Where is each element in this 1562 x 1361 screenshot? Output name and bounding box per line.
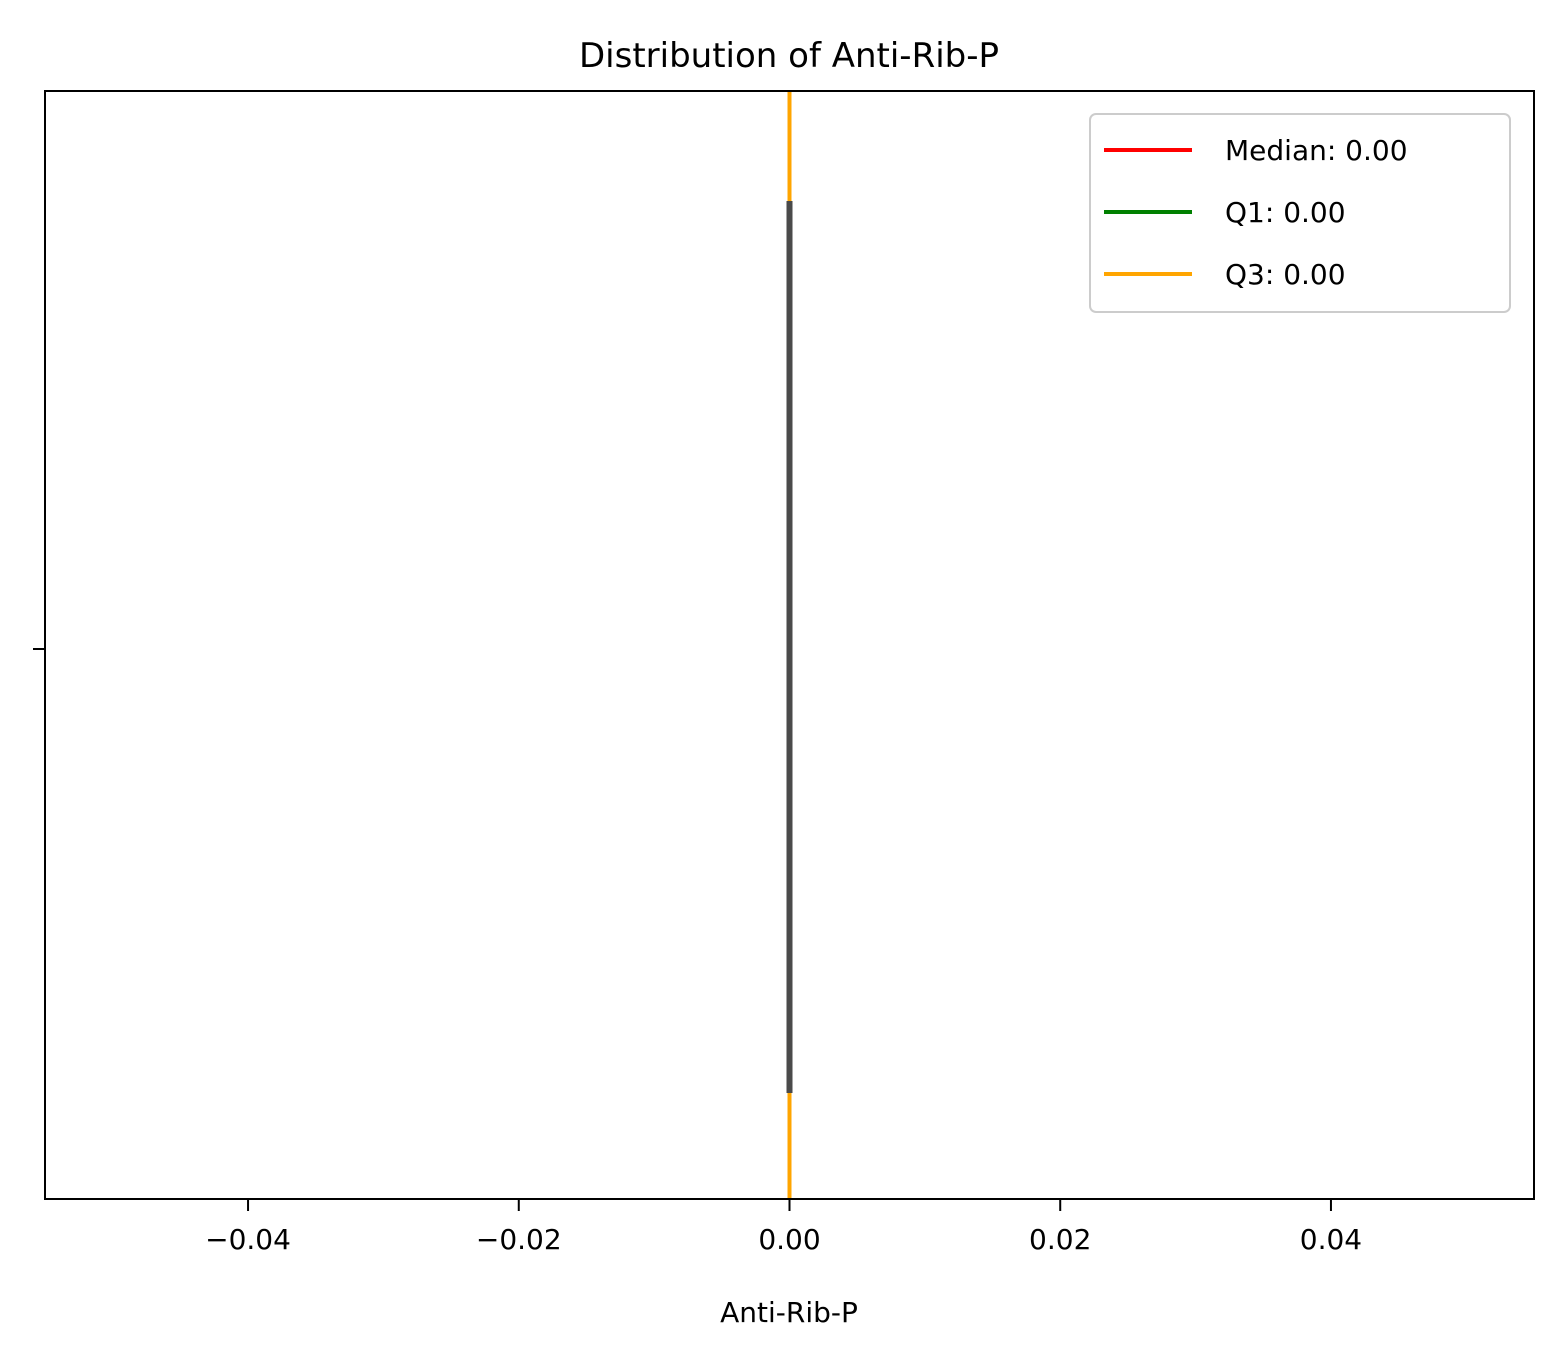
legend-label: Median: 0.00 bbox=[1225, 134, 1408, 167]
x-tick-label: −0.02 bbox=[476, 1223, 562, 1256]
x-tick-label: 0.00 bbox=[758, 1223, 820, 1256]
x-axis-label: Anti-Rib-P bbox=[720, 1296, 858, 1329]
legend-label: Q3: 0.00 bbox=[1225, 258, 1346, 291]
x-axis: −0.04 −0.02 0.00 0.02 0.04 bbox=[205, 1199, 1362, 1256]
legend-frame bbox=[1089, 113, 1511, 313]
x-tick-label: −0.04 bbox=[205, 1223, 291, 1256]
x-tick-label: 0.02 bbox=[1029, 1223, 1091, 1256]
x-tick-label: 0.04 bbox=[1300, 1223, 1362, 1256]
chart-title: Distribution of Anti-Rib-P bbox=[579, 36, 999, 76]
legend-label: Q1: 0.00 bbox=[1225, 196, 1346, 229]
legend: Median: 0.00 Q1: 0.00 Q3: 0.00 bbox=[1089, 113, 1511, 313]
